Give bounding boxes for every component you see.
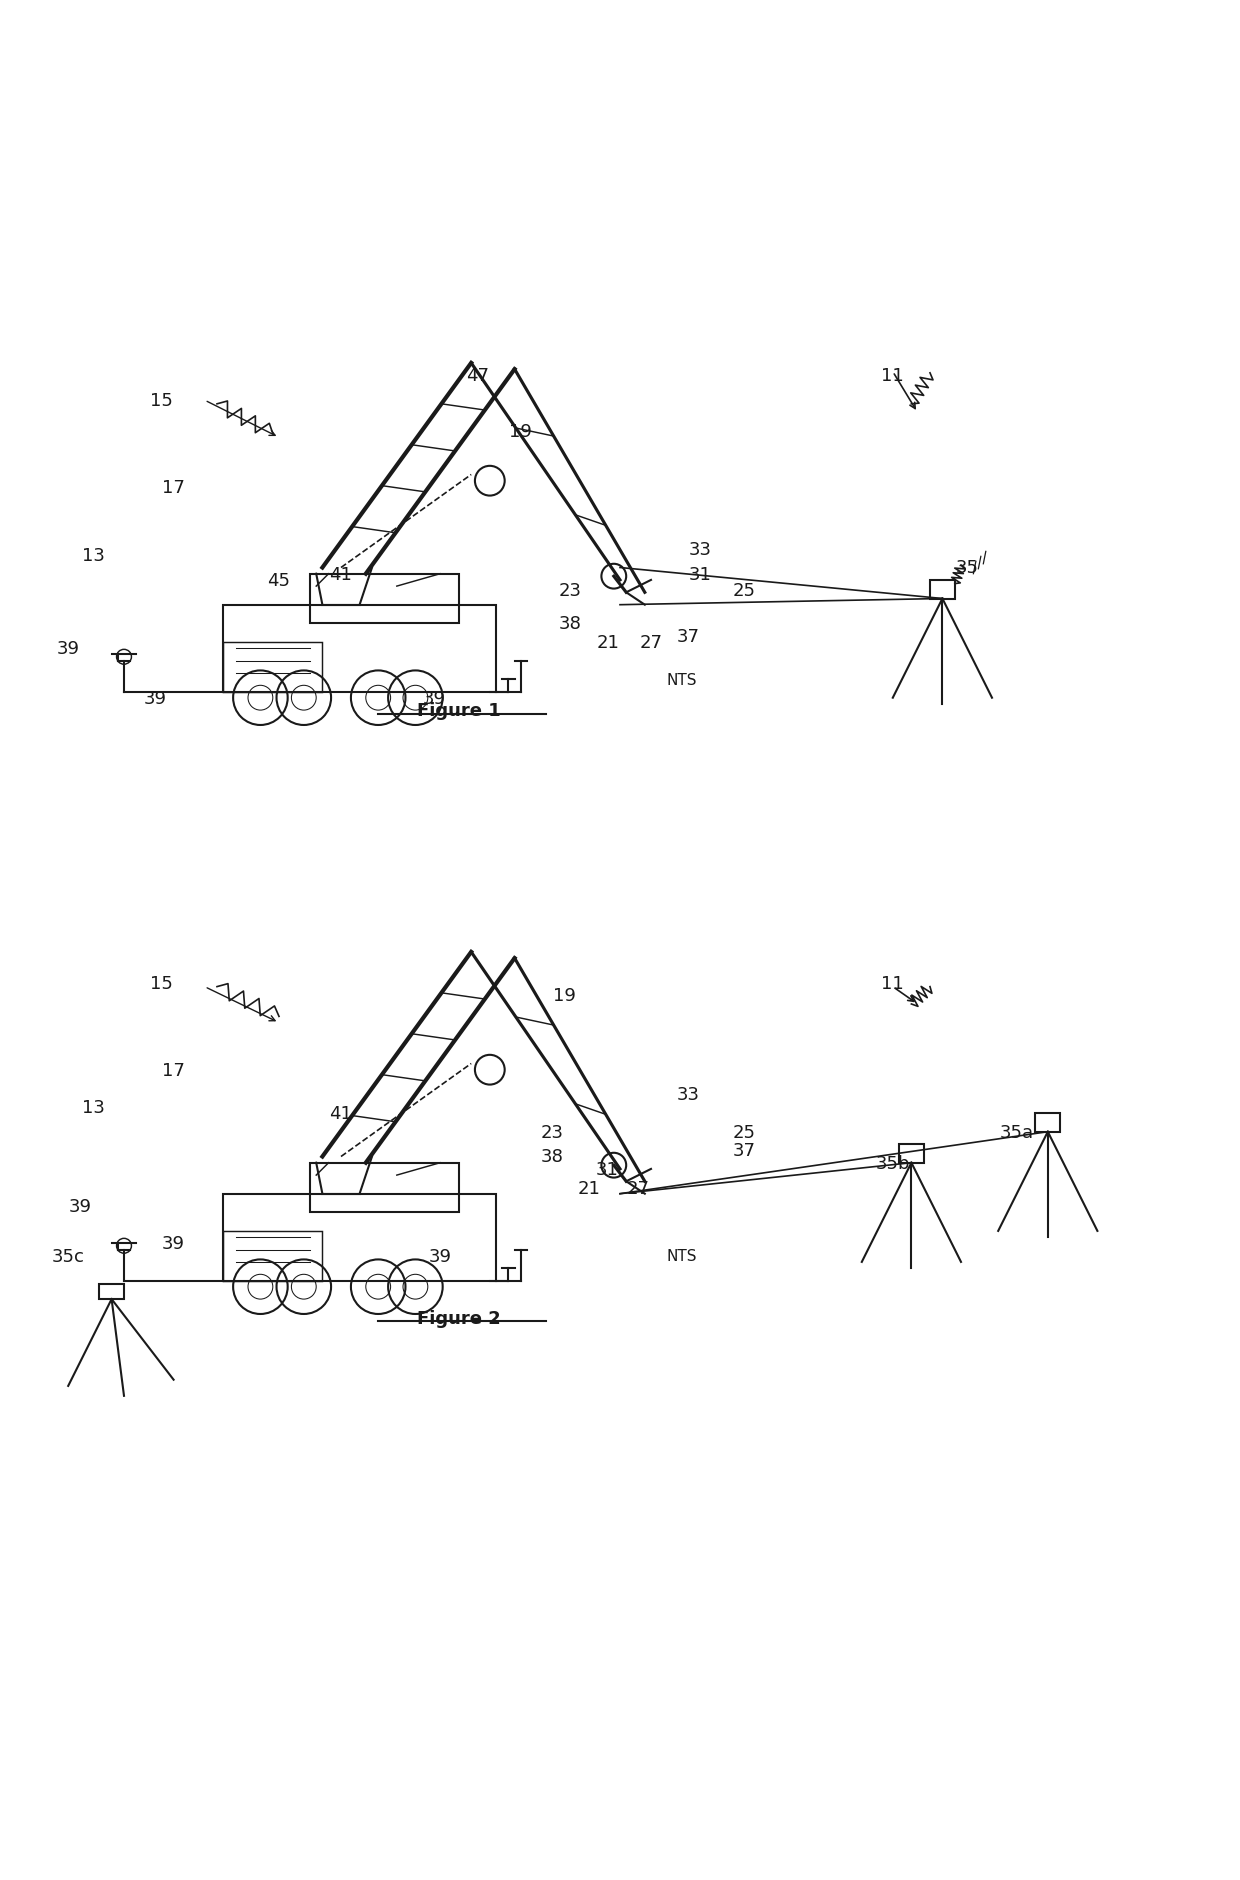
Text: Figure 1: Figure 1 <box>417 701 501 720</box>
Text: 38: 38 <box>559 615 582 634</box>
Bar <box>930 581 955 600</box>
Text: 41: 41 <box>330 566 352 583</box>
Bar <box>1035 1113 1060 1132</box>
Text: 27: 27 <box>640 634 662 652</box>
Text: 15: 15 <box>150 974 172 993</box>
Text: 11: 11 <box>882 367 904 385</box>
Bar <box>223 605 496 692</box>
Text: NTS: NTS <box>667 1248 697 1263</box>
Text: NTS: NTS <box>667 673 697 688</box>
Text: 35b: 35b <box>875 1154 910 1171</box>
Text: 19: 19 <box>553 987 575 1004</box>
Text: 31: 31 <box>689 566 712 583</box>
Text: 17: 17 <box>162 1060 185 1079</box>
Text: 39: 39 <box>429 1246 451 1265</box>
Text: 41: 41 <box>330 1105 352 1122</box>
Bar <box>310 1164 459 1213</box>
Text: 21: 21 <box>578 1179 600 1198</box>
Text: 35c: 35c <box>52 1246 84 1265</box>
Text: 27: 27 <box>627 1179 650 1198</box>
Text: 39: 39 <box>423 690 445 707</box>
Bar <box>99 1284 124 1299</box>
Text: 47: 47 <box>466 367 489 385</box>
Bar <box>899 1145 924 1164</box>
Text: 39: 39 <box>162 1235 185 1252</box>
Text: 19: 19 <box>510 423 532 442</box>
Text: 38: 38 <box>541 1149 563 1166</box>
Text: 11: 11 <box>882 974 904 993</box>
Text: 39: 39 <box>57 639 79 658</box>
Bar <box>223 1231 322 1280</box>
Text: 25: 25 <box>733 1122 755 1141</box>
Text: 39: 39 <box>69 1198 92 1216</box>
Text: Figure 2: Figure 2 <box>417 1308 501 1327</box>
Text: 35a: 35a <box>999 1122 1034 1141</box>
Bar <box>223 1194 496 1280</box>
Text: 33: 33 <box>689 541 712 558</box>
Text: 25: 25 <box>733 581 755 600</box>
Text: 33: 33 <box>677 1087 699 1104</box>
Text: 37: 37 <box>677 628 699 645</box>
Text: 21: 21 <box>596 634 619 652</box>
Text: 13: 13 <box>82 1098 104 1117</box>
Text: 17: 17 <box>162 479 185 496</box>
Bar <box>223 643 322 692</box>
Text: 31: 31 <box>596 1160 619 1179</box>
Text: 15: 15 <box>150 391 172 410</box>
Text: 37: 37 <box>733 1141 755 1160</box>
Bar <box>310 575 459 624</box>
Text: 35: 35 <box>956 558 978 577</box>
Text: 23: 23 <box>559 581 582 600</box>
Text: 23: 23 <box>541 1122 563 1141</box>
Text: 39: 39 <box>144 690 166 707</box>
Text: 13: 13 <box>82 547 104 564</box>
Text: 45: 45 <box>268 572 290 590</box>
